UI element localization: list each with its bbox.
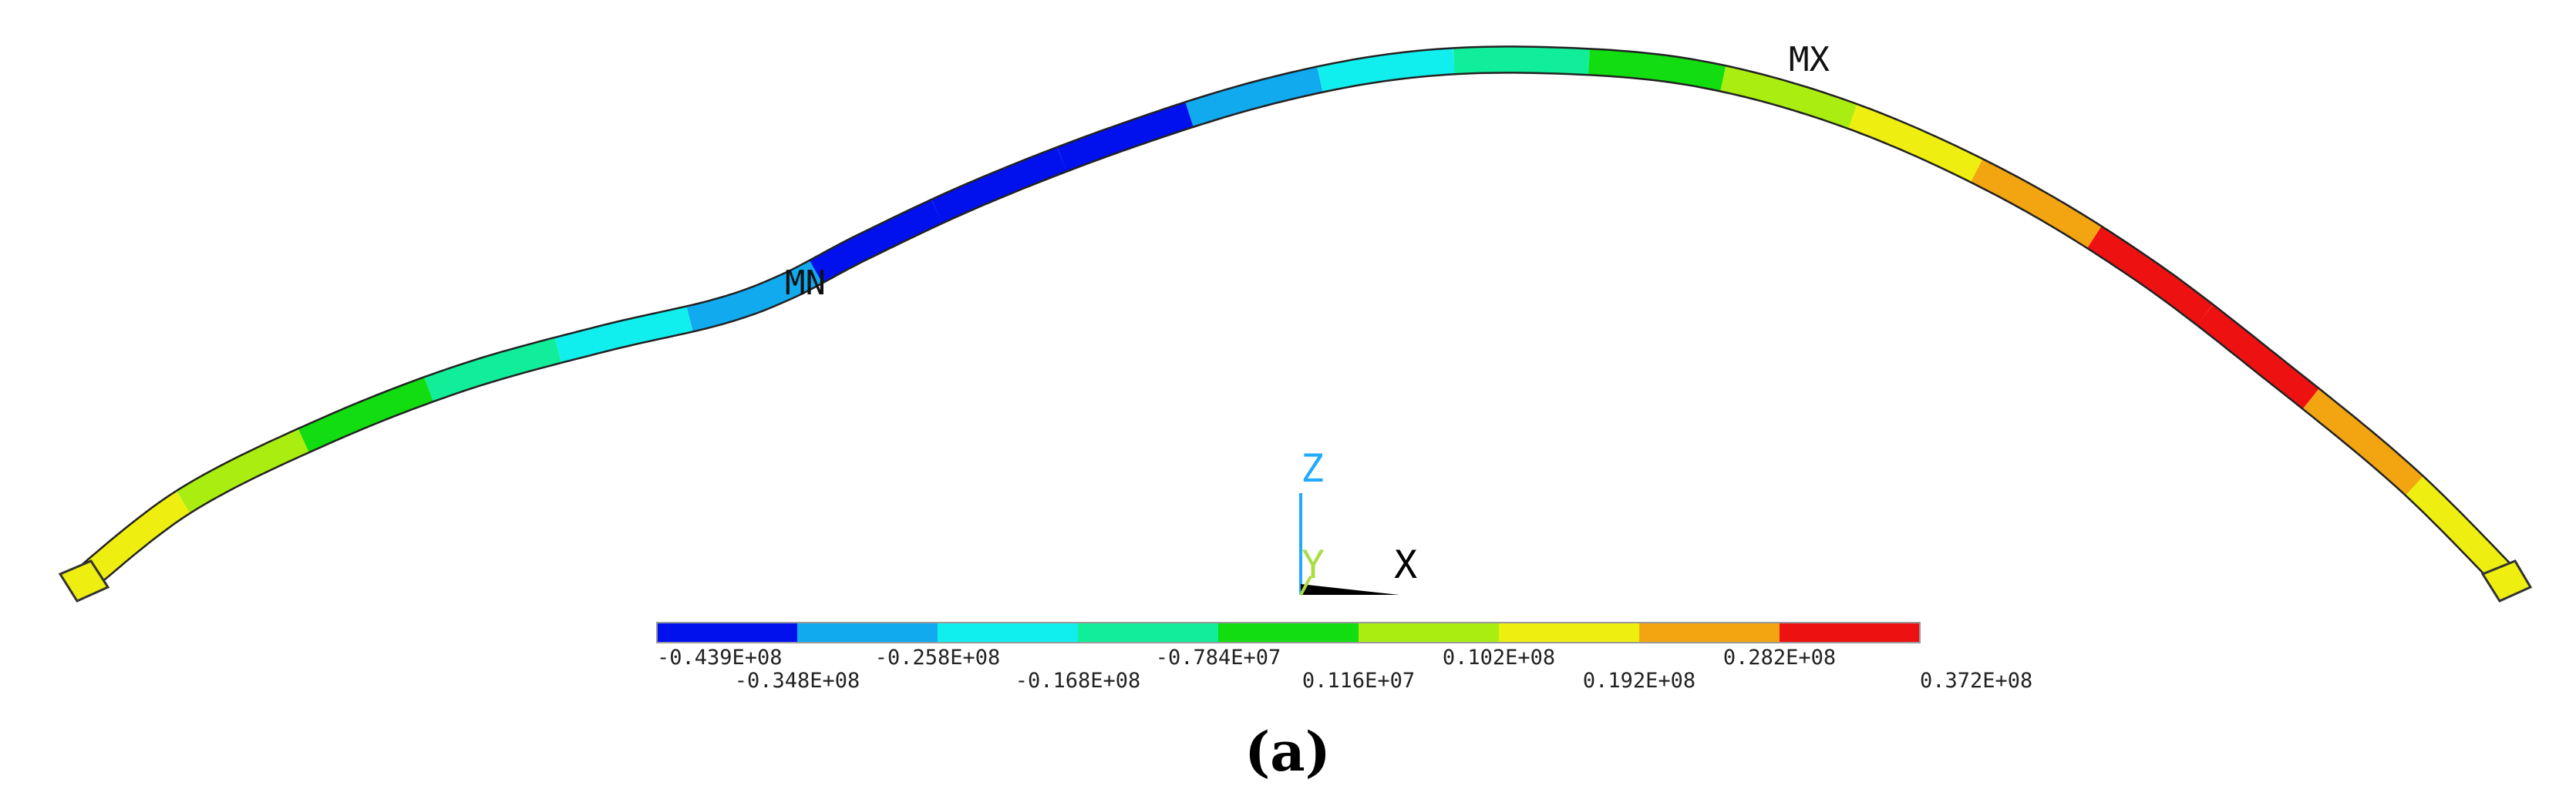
legend-tick-label: 0.116E+07 bbox=[1302, 669, 1415, 693]
beam-segment bbox=[1720, 65, 1857, 129]
beam-segment bbox=[424, 337, 562, 402]
beam-segment bbox=[2087, 226, 2214, 326]
beam-end-cap-right bbox=[2480, 559, 2533, 603]
legend-tick-label: -0.439E+08 bbox=[657, 646, 783, 670]
legend-tick-label: 0.282E+08 bbox=[1723, 646, 1836, 670]
legend-tick-label: -0.348E+08 bbox=[735, 669, 860, 693]
beam-end-cap-left bbox=[58, 559, 110, 603]
x-axis-arrow bbox=[1301, 584, 1399, 595]
beam-segment bbox=[176, 428, 309, 513]
beam-segment bbox=[1588, 49, 1726, 92]
legend-band-4 bbox=[1218, 623, 1359, 643]
beam-segment bbox=[2302, 388, 2423, 495]
x-axis-label: X bbox=[1394, 542, 1417, 587]
beam-segment bbox=[1317, 48, 1455, 92]
beam-segment bbox=[2405, 476, 2520, 591]
legend-tick-label: -0.258E+08 bbox=[875, 646, 1001, 670]
beam-segment bbox=[554, 306, 693, 363]
beam-segment bbox=[1971, 159, 2102, 249]
legend-band-7 bbox=[1639, 623, 1780, 643]
color-legend bbox=[657, 623, 1921, 643]
beam-edge-bottom bbox=[84, 72, 2501, 597]
legend-band-8 bbox=[1780, 623, 1921, 643]
beam-segment bbox=[298, 377, 433, 453]
legend-border bbox=[656, 622, 1921, 643]
legend-tick-label: 0.372E+08 bbox=[1920, 669, 2032, 693]
legend-tick-label: 0.102E+08 bbox=[1443, 646, 1555, 670]
beam-segment bbox=[1453, 46, 1590, 76]
legend-band-0 bbox=[657, 623, 798, 643]
beam-edge-top bbox=[68, 45, 2520, 576]
beam-segment bbox=[1057, 102, 1194, 172]
legend-tick-label: -0.168E+08 bbox=[1015, 669, 1141, 693]
legend-tick-label: -0.784E+07 bbox=[1156, 646, 1281, 670]
beam-segment bbox=[1848, 104, 1983, 183]
beam-segment bbox=[1185, 66, 1323, 127]
deformed-beam-contour bbox=[69, 46, 2520, 596]
beam-outline bbox=[68, 45, 2520, 597]
legend-band-1 bbox=[797, 623, 938, 643]
legend-band-5 bbox=[1359, 623, 1500, 643]
beam-segment bbox=[2197, 304, 2319, 409]
max-marker-label: MX bbox=[1789, 40, 1830, 79]
legend-band-2 bbox=[938, 623, 1079, 643]
legend-band-6 bbox=[1499, 623, 1640, 643]
legend-tick-labels: -0.439E+08-0.348E+08 -0.258E+08 -0.168E+08… bbox=[657, 646, 2032, 693]
legend-tick-label: 0.192E+08 bbox=[1583, 669, 1695, 693]
beam-segment bbox=[931, 146, 1067, 223]
beam-segment bbox=[810, 199, 943, 284]
coordinate-triad: Z Y X bbox=[1299, 446, 1417, 596]
z-axis-label: Z bbox=[1301, 446, 1324, 491]
min-marker-label: MN bbox=[785, 264, 826, 303]
figure-caption: (a) bbox=[1244, 720, 1331, 784]
y-axis-label: Y bbox=[1301, 542, 1325, 587]
legend-band-3 bbox=[1078, 623, 1219, 643]
y-axis-line bbox=[1299, 576, 1312, 596]
beam-segment bbox=[686, 260, 823, 332]
